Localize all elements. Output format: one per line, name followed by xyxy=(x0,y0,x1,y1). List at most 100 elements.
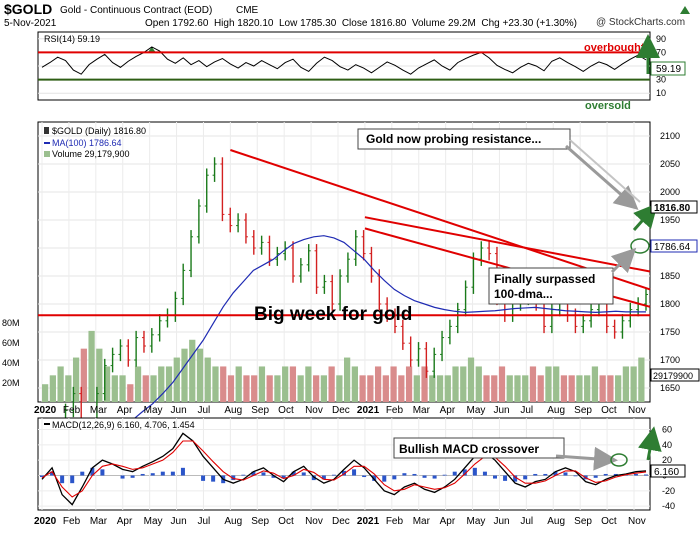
callout-resistance-leader-2 xyxy=(569,139,641,203)
rsi-panel: 9070503010 RSI(14) 59.19 overbought over… xyxy=(37,31,686,112)
histogram-bar xyxy=(442,474,447,476)
volume-bar xyxy=(382,375,389,402)
rsi-tick-label: 10 xyxy=(656,88,666,98)
volume-bar xyxy=(111,375,118,402)
histogram-bar xyxy=(593,475,598,478)
macd-histogram xyxy=(40,467,648,484)
macd-x-tick-label: 2021 xyxy=(357,516,380,527)
callout-dma-box xyxy=(488,267,614,305)
price-x-tick-label: Oct xyxy=(601,405,617,416)
histogram-bar xyxy=(352,469,357,476)
volume-bar xyxy=(80,348,87,402)
breakout-circle xyxy=(630,238,650,254)
price-x-tick-label: Aug xyxy=(547,405,565,416)
price-x-tick-label: Jul xyxy=(197,405,210,416)
macd-line xyxy=(41,432,647,506)
volume-bar xyxy=(243,375,250,402)
histogram-bar xyxy=(291,471,296,476)
histogram-bar xyxy=(513,475,518,482)
volume-tick-label: 60M xyxy=(2,338,20,348)
volume-current-value: 29179900 xyxy=(653,371,693,381)
histogram-bar xyxy=(160,471,165,476)
volume-bar xyxy=(599,375,606,402)
histogram-bar xyxy=(40,475,44,478)
volume-bar xyxy=(142,375,149,402)
volume-bar xyxy=(158,366,165,402)
histogram-bar xyxy=(150,473,155,476)
macd-x-tick-label: Nov xyxy=(628,516,646,527)
histogram-bar xyxy=(633,473,638,476)
histogram-bar xyxy=(462,469,467,476)
macd-x-tick-label: Oct xyxy=(278,516,294,527)
ma100-line xyxy=(41,235,646,473)
rsi-current-value: 59.19 xyxy=(656,64,681,75)
histogram-bar xyxy=(140,473,145,476)
histogram-bar xyxy=(241,474,246,476)
price-x-tick-label: Jun xyxy=(171,405,187,416)
histogram-bar xyxy=(452,471,457,476)
histogram-bar xyxy=(100,469,105,476)
price-arrow xyxy=(632,203,658,231)
oversold-label: oversold xyxy=(585,100,631,112)
callout-resistance-text: Gold now probing resistance... xyxy=(366,132,541,146)
price-tick-label: 1650 xyxy=(660,383,680,393)
histogram-bar xyxy=(80,471,85,476)
price-x-tick-label: Sep xyxy=(574,405,592,416)
macd-x-tick-label: Apr xyxy=(440,516,456,527)
price-x-tick-label: Dec xyxy=(332,405,350,416)
histogram-bar xyxy=(402,473,407,476)
volume-bar xyxy=(390,366,397,402)
price-x-tick-label: Jun xyxy=(493,405,509,416)
volume-bars xyxy=(42,330,645,402)
volume-bar xyxy=(615,375,622,402)
volume-bar xyxy=(65,375,72,402)
macd-arrow xyxy=(638,426,662,461)
signal-line xyxy=(41,440,647,498)
triangle-up-icon xyxy=(680,6,690,14)
price-x-tick-label: Nov xyxy=(628,405,646,416)
histogram-bar xyxy=(543,473,548,476)
volume-bar xyxy=(413,375,420,402)
instrument-name: Gold - Continuous Contract (EOD) xyxy=(60,5,212,16)
volume-bar xyxy=(405,366,413,402)
volume-bar xyxy=(506,375,513,402)
volume-bar xyxy=(483,375,490,402)
callout-resistance-leader-1 xyxy=(565,144,639,210)
macd-x-tick-label: Jun xyxy=(171,516,187,527)
macd-tick-label: 20 xyxy=(662,455,672,465)
histogram-bar xyxy=(120,475,125,479)
histogram-bar xyxy=(231,475,236,481)
ohlc-readout: Open 1792.60 High 1820.10 Low 1785.30 Cl… xyxy=(145,18,577,29)
volume-tick-label: 80M xyxy=(2,318,20,328)
volume-bar xyxy=(638,357,645,402)
volume-bar xyxy=(529,366,537,402)
histogram-bar xyxy=(321,475,326,480)
histogram-bar xyxy=(472,467,477,476)
price-tick-label: 1800 xyxy=(660,299,680,309)
price-tick-label: 2100 xyxy=(660,131,680,141)
volume-bar xyxy=(282,366,289,402)
price-x-tick-label: Apr xyxy=(117,405,133,416)
volume-bar xyxy=(181,348,188,402)
volume-bar xyxy=(522,375,529,402)
volume-bar xyxy=(491,375,498,402)
macd-panel-frame xyxy=(37,417,651,511)
histogram-bar xyxy=(503,475,508,481)
macd-x-tick-label: Feb xyxy=(386,516,404,527)
macd-x-tick-label: May xyxy=(144,516,163,527)
volume-bar xyxy=(42,384,49,402)
volume-bar xyxy=(72,357,80,402)
macd-tick-label: 40 xyxy=(662,440,672,450)
exchange-label: CME xyxy=(236,5,259,16)
ma-current-value: 1786.64 xyxy=(654,242,691,253)
volume-bar xyxy=(351,366,358,402)
macd-current-value: 6.160 xyxy=(654,467,679,478)
callout-dma-text-line2: 100-dma... xyxy=(494,287,553,301)
macd-x-tick-label: Aug xyxy=(224,516,242,527)
price-tick-label: 2000 xyxy=(660,187,680,197)
volume-bar xyxy=(436,375,444,402)
macd-tick-label: 60 xyxy=(662,425,672,435)
price-x-tick-label: 2021 xyxy=(357,405,380,416)
histogram-bar xyxy=(90,467,95,476)
macd-x-tick-label: Aug xyxy=(547,516,565,527)
